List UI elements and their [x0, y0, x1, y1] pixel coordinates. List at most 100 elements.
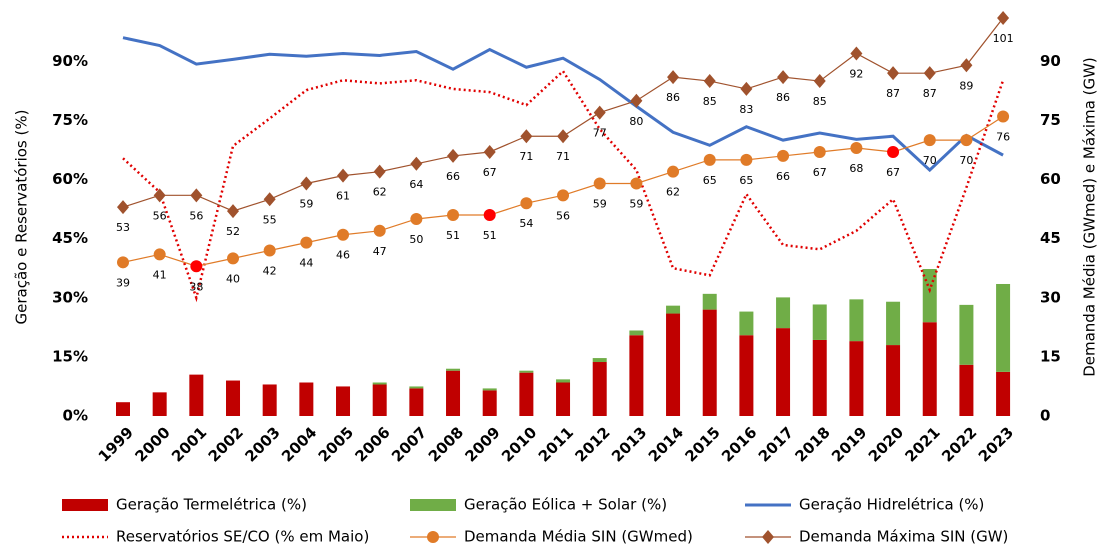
bar	[886, 301, 901, 346]
x-tick-label: 2004	[278, 423, 320, 465]
x-tick-label: 2018	[791, 423, 833, 465]
data-label: 67	[886, 166, 900, 179]
y-tick-label: 45%	[52, 229, 88, 247]
data-label: 85	[703, 95, 717, 108]
legend-label: Geração Hidrelétrica (%)	[799, 496, 984, 514]
y-tick-label: 0%	[63, 407, 88, 425]
data-label: 87	[886, 87, 900, 100]
data-point	[227, 204, 240, 219]
data-point	[630, 177, 643, 190]
data-label: 70	[959, 154, 973, 167]
data-label: 71	[519, 150, 533, 163]
bar	[189, 374, 204, 416]
bar	[629, 335, 644, 416]
bar	[629, 330, 644, 336]
y2-tick-label: 45	[1040, 229, 1061, 247]
data-point	[410, 156, 423, 171]
bar	[519, 372, 534, 416]
bar	[702, 309, 717, 416]
data-label: 65	[739, 174, 753, 187]
data-label: 83	[739, 103, 753, 116]
data-label: 86	[776, 91, 790, 104]
data-point	[557, 129, 570, 144]
bar	[849, 341, 864, 416]
x-tick-label: 2002	[205, 423, 247, 465]
x-tick-label: 2009	[461, 423, 503, 465]
data-label: 40	[226, 272, 240, 285]
data-label: 92	[849, 67, 863, 80]
data-point	[960, 58, 973, 73]
data-point	[887, 145, 900, 158]
data-point	[117, 200, 129, 215]
x-tick-label: 2019	[828, 423, 870, 465]
bar	[776, 297, 791, 329]
data-label: 67	[483, 166, 497, 179]
x-tick-label: 2011	[535, 423, 577, 465]
x-tick-label: 2022	[938, 423, 980, 465]
data-label: 62	[373, 186, 387, 199]
data-label: 87	[923, 87, 937, 100]
data-point	[740, 81, 753, 96]
bar	[556, 379, 571, 383]
data-label: 42	[263, 264, 277, 277]
y-tick-label: 15%	[52, 347, 88, 365]
data-label: 76	[996, 131, 1010, 144]
x-tick-label: 2015	[681, 423, 723, 465]
bar	[592, 358, 607, 363]
data-label: 50	[409, 233, 423, 246]
data-point	[923, 134, 936, 147]
data-point	[593, 177, 606, 190]
bar	[446, 368, 461, 371]
y-tick-label: 90%	[52, 52, 88, 70]
data-label: 59	[629, 198, 643, 211]
data-point	[923, 66, 936, 81]
data-point	[740, 153, 753, 166]
data-point	[447, 209, 460, 222]
data-label: 86	[666, 91, 680, 104]
data-point	[447, 148, 460, 163]
data-label: 101	[993, 32, 1014, 45]
legend-swatch	[62, 499, 108, 511]
bar	[776, 328, 791, 416]
bar	[812, 304, 827, 340]
y2-axis-label: Demanda Média (GWmed) e Máxima (GW)	[1081, 57, 1099, 377]
data-point	[190, 260, 203, 273]
y2-tick-label: 30	[1040, 288, 1061, 306]
bar	[482, 388, 497, 391]
data-point	[813, 74, 826, 89]
data-point	[703, 74, 716, 89]
data-point	[667, 70, 680, 85]
x-tick-label: 2012	[571, 423, 613, 465]
data-point	[667, 165, 680, 178]
data-label: 71	[556, 150, 570, 163]
bar	[226, 380, 241, 416]
data-label: 66	[446, 170, 460, 183]
legend-swatch	[410, 499, 456, 511]
data-label: 62	[666, 186, 680, 199]
data-label: 89	[959, 79, 973, 92]
y2-tick-label: 15	[1040, 347, 1061, 365]
data-label: 77	[593, 127, 607, 140]
bar	[116, 402, 130, 416]
data-point	[373, 164, 386, 179]
bar	[922, 322, 937, 416]
legend-label: Demanda Média SIN (GWmed)	[464, 528, 693, 546]
x-tick-label: 2017	[755, 423, 797, 465]
data-label: 61	[336, 190, 350, 203]
y2-tick-label: 0	[1040, 407, 1050, 425]
y-tick-label: 30%	[52, 288, 88, 306]
data-label: 64	[409, 178, 423, 191]
x-tick-label: 2010	[498, 423, 540, 465]
data-point	[300, 236, 313, 249]
data-label: 66	[776, 170, 790, 183]
data-label: 56	[153, 209, 167, 222]
data-point	[483, 209, 496, 222]
x-tick-label: 2023	[975, 423, 1017, 465]
data-label: 44	[299, 257, 313, 270]
data-point	[777, 70, 790, 85]
data-point	[777, 149, 790, 162]
data-point	[153, 248, 166, 261]
y-tick-label: 75%	[52, 111, 88, 129]
y-axis-label: Geração e Reservatórios (%)	[13, 110, 31, 325]
bar	[519, 370, 534, 373]
